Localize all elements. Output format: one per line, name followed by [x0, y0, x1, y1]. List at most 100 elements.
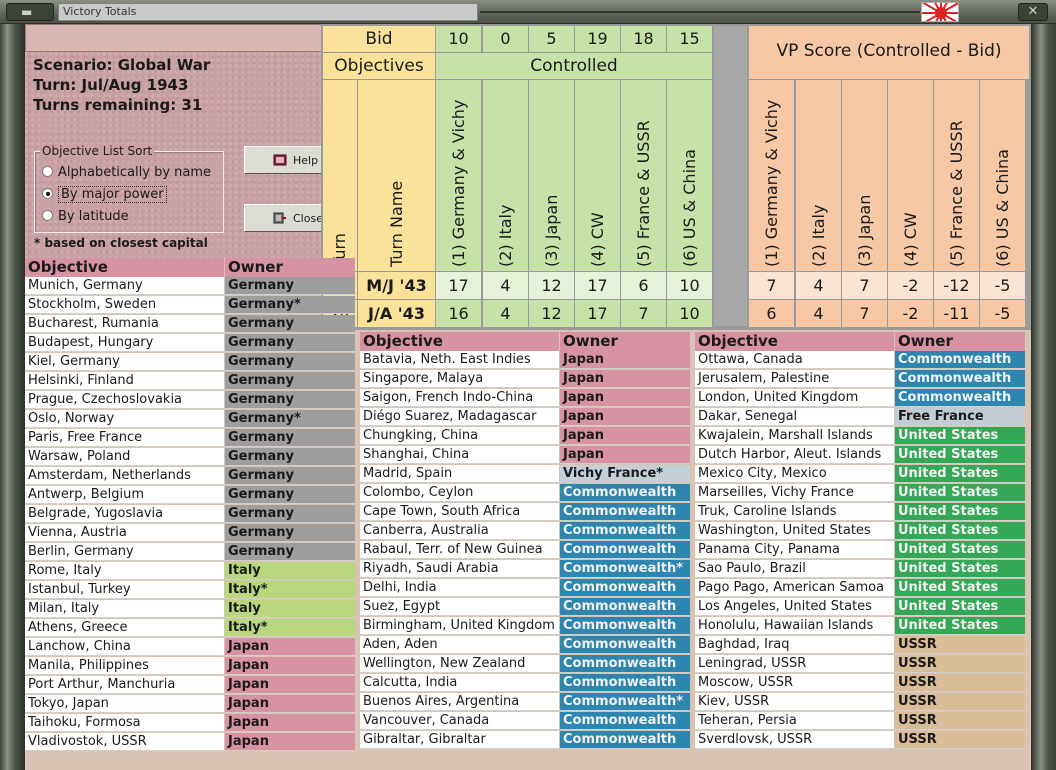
objective-row[interactable]: Gibraltar, Gibraltar Commonwealth	[360, 731, 690, 750]
objective-row[interactable]: Leningrad, USSR USSR	[695, 655, 1025, 674]
objective-row[interactable]: Warsaw, Poland Germany	[25, 448, 355, 467]
objective-row[interactable]: Singapore, Malaya Japan	[360, 370, 690, 389]
owner-badge: Japan	[225, 714, 355, 732]
objective-row[interactable]: Vienna, Austria Germany	[25, 524, 355, 543]
objective-row[interactable]: Vladivostok, USSR Japan	[25, 733, 355, 752]
owner-badge: Commonwealth	[560, 579, 690, 597]
close-button[interactable]: Close	[244, 204, 326, 232]
objective-row[interactable]: Calcutta, India Commonwealth	[360, 674, 690, 693]
objective-row[interactable]: Kwajalein, Marshall Islands United States	[695, 427, 1025, 446]
score-value: 4	[796, 300, 841, 327]
objective-row[interactable]: Tokyo, Japan Japan	[25, 695, 355, 714]
objective-row[interactable]: Rome, Italy Italy	[25, 562, 355, 581]
objective-row[interactable]: Jerusalem, Palestine Commonwealth	[695, 370, 1025, 389]
objective-row[interactable]: Oslo, Norway Germany*	[25, 410, 355, 429]
objective-row[interactable]: Helsinki, Finland Germany	[25, 372, 355, 391]
objective-row[interactable]: Madrid, Spain Vichy France*	[360, 465, 690, 484]
objective-row[interactable]: Budapest, Hungary Germany	[25, 334, 355, 353]
owner-badge: Italy*	[225, 619, 355, 637]
objective-name: Milan, Italy	[25, 600, 224, 618]
menu-icon: ▬	[21, 5, 33, 19]
window-close-button[interactable]: ✕	[1018, 3, 1048, 21]
objective-row[interactable]: Istanbul, Turkey Italy*	[25, 581, 355, 600]
objective-row[interactable]: Vancouver, Canada Commonwealth	[360, 712, 690, 731]
objective-row[interactable]: London, United Kingdom Commonwealth	[695, 389, 1025, 408]
objective-row[interactable]: Washington, United States United States	[695, 522, 1025, 541]
objective-header: Objective	[360, 332, 559, 351]
objective-row[interactable]: Diégo Suarez, Madagascar Japan	[360, 408, 690, 427]
objective-row[interactable]: Paris, Free France Germany	[25, 429, 355, 448]
objective-row[interactable]: Mexico City, Mexico United States	[695, 465, 1025, 484]
objective-row[interactable]: Taihoku, Formosa Japan	[25, 714, 355, 733]
scenario-name: Scenario: Global War	[33, 56, 211, 74]
owner-badge: Japan	[225, 695, 355, 713]
help-button[interactable]: Help	[244, 146, 326, 174]
objective-row[interactable]: Baghdad, Iraq USSR	[695, 636, 1025, 655]
objective-row[interactable]: Riyadh, Saudi Arabia Commonwealth*	[360, 560, 690, 579]
objective-row[interactable]: Saigon, French Indo-China Japan	[360, 389, 690, 408]
score-power-header: (4) CW	[888, 80, 933, 271]
objective-name: Budapest, Hungary	[25, 334, 224, 352]
objective-name: Vancouver, Canada	[360, 712, 559, 730]
objective-row[interactable]: Milan, Italy Italy	[25, 600, 355, 619]
objective-row[interactable]: Delhi, India Commonwealth	[360, 579, 690, 598]
objective-row[interactable]: Canberra, Australia Commonwealth	[360, 522, 690, 541]
objective-row[interactable]: Pago Pago, American Samoa United States	[695, 579, 1025, 598]
objective-row[interactable]: Lanchow, China Japan	[25, 638, 355, 657]
objective-row[interactable]: Dakar, Senegal Free France	[695, 408, 1025, 427]
sort-latitude-radio[interactable]: By latitude	[42, 209, 129, 224]
owner-badge: United States	[895, 465, 1025, 483]
controlled-value: 12	[529, 300, 574, 327]
objective-row[interactable]: Moscow, USSR USSR	[695, 674, 1025, 693]
objective-name: Batavia, Neth. East Indies	[360, 351, 559, 369]
objective-row[interactable]: Ottawa, Canada Commonwealth	[695, 351, 1025, 370]
objective-row[interactable]: Panama City, Panama United States	[695, 541, 1025, 560]
objective-row[interactable]: Manila, Philippines Japan	[25, 657, 355, 676]
objective-row[interactable]: Los Angeles, United States United States	[695, 598, 1025, 617]
objective-row[interactable]: Rabaul, Terr. of New Guinea Commonwealth	[360, 541, 690, 560]
objective-row[interactable]: Dutch Harbor, Aleut. Islands United State…	[695, 446, 1025, 465]
objective-row[interactable]: Kiev, USSR USSR	[695, 693, 1025, 712]
objective-row[interactable]: Birmingham, United Kingdom Commonwealth	[360, 617, 690, 636]
objective-row[interactable]: Prague, Czechoslovakia Germany	[25, 391, 355, 410]
objective-name: Munich, Germany	[25, 277, 224, 295]
objective-row[interactable]: Shanghai, China Japan	[360, 446, 690, 465]
objective-row[interactable]: Belgrade, Yugoslavia Germany	[25, 505, 355, 524]
owner-badge: Italy*	[225, 581, 355, 599]
objective-row[interactable]: Marseilles, Vichy France United States	[695, 484, 1025, 503]
objective-row[interactable]: Sao Paulo, Brazil United States	[695, 560, 1025, 579]
objective-row[interactable]: Stockholm, Sweden Germany*	[25, 296, 355, 315]
objective-row[interactable]: Suez, Egypt Commonwealth	[360, 598, 690, 617]
score-value: -5	[980, 272, 1025, 299]
sort-power-radio[interactable]: By major power	[42, 186, 167, 203]
controlled-value: 10	[667, 300, 712, 327]
objective-row[interactable]: Batavia, Neth. East Indies Japan	[360, 351, 690, 370]
objective-row[interactable]: Kiel, Germany Germany	[25, 353, 355, 372]
owner-badge: United States	[895, 522, 1025, 540]
sort-alpha-radio[interactable]: Alphabetically by name	[42, 165, 211, 180]
radio-selected-icon	[42, 188, 53, 199]
objective-row[interactable]: Amsterdam, Netherlands Germany	[25, 467, 355, 486]
objective-row[interactable]: Antwerp, Belgium Germany	[25, 486, 355, 505]
system-menu-button[interactable]: ▬	[6, 3, 54, 21]
objective-row[interactable]: Buenos Aires, Argentina Commonwealth*	[360, 693, 690, 712]
objective-row[interactable]: Teheran, Persia USSR	[695, 712, 1025, 731]
objective-row[interactable]: Cape Town, South Africa Commonwealth	[360, 503, 690, 522]
owner-badge: Germany	[225, 334, 355, 352]
objective-row[interactable]: Truk, Caroline Islands United States	[695, 503, 1025, 522]
objective-row[interactable]: Port Arthur, Manchuria Japan	[25, 676, 355, 695]
objective-row[interactable]: Colombo, Ceylon Commonwealth	[360, 484, 690, 503]
owner-badge: USSR	[895, 712, 1025, 730]
bid-value: 18	[621, 26, 666, 52]
objective-row[interactable]: Bucharest, Rumania Germany	[25, 315, 355, 334]
objective-row[interactable]: Aden, Aden Commonwealth	[360, 636, 690, 655]
objective-row[interactable]: Berlin, Germany Germany	[25, 543, 355, 562]
objective-row[interactable]: Honolulu, Hawaiian Islands United States	[695, 617, 1025, 636]
objective-row[interactable]: Chungking, China Japan	[360, 427, 690, 446]
objective-row[interactable]: Sverdlovsk, USSR USSR	[695, 731, 1025, 750]
title-bar[interactable]: ▬ Victory Totals ✕	[0, 0, 1056, 24]
objective-row[interactable]: Wellington, New Zealand Commonwealth	[360, 655, 690, 674]
objective-name: Chungking, China	[360, 427, 559, 445]
objective-row[interactable]: Athens, Greece Italy*	[25, 619, 355, 638]
objective-row[interactable]: Munich, Germany Germany	[25, 277, 355, 296]
